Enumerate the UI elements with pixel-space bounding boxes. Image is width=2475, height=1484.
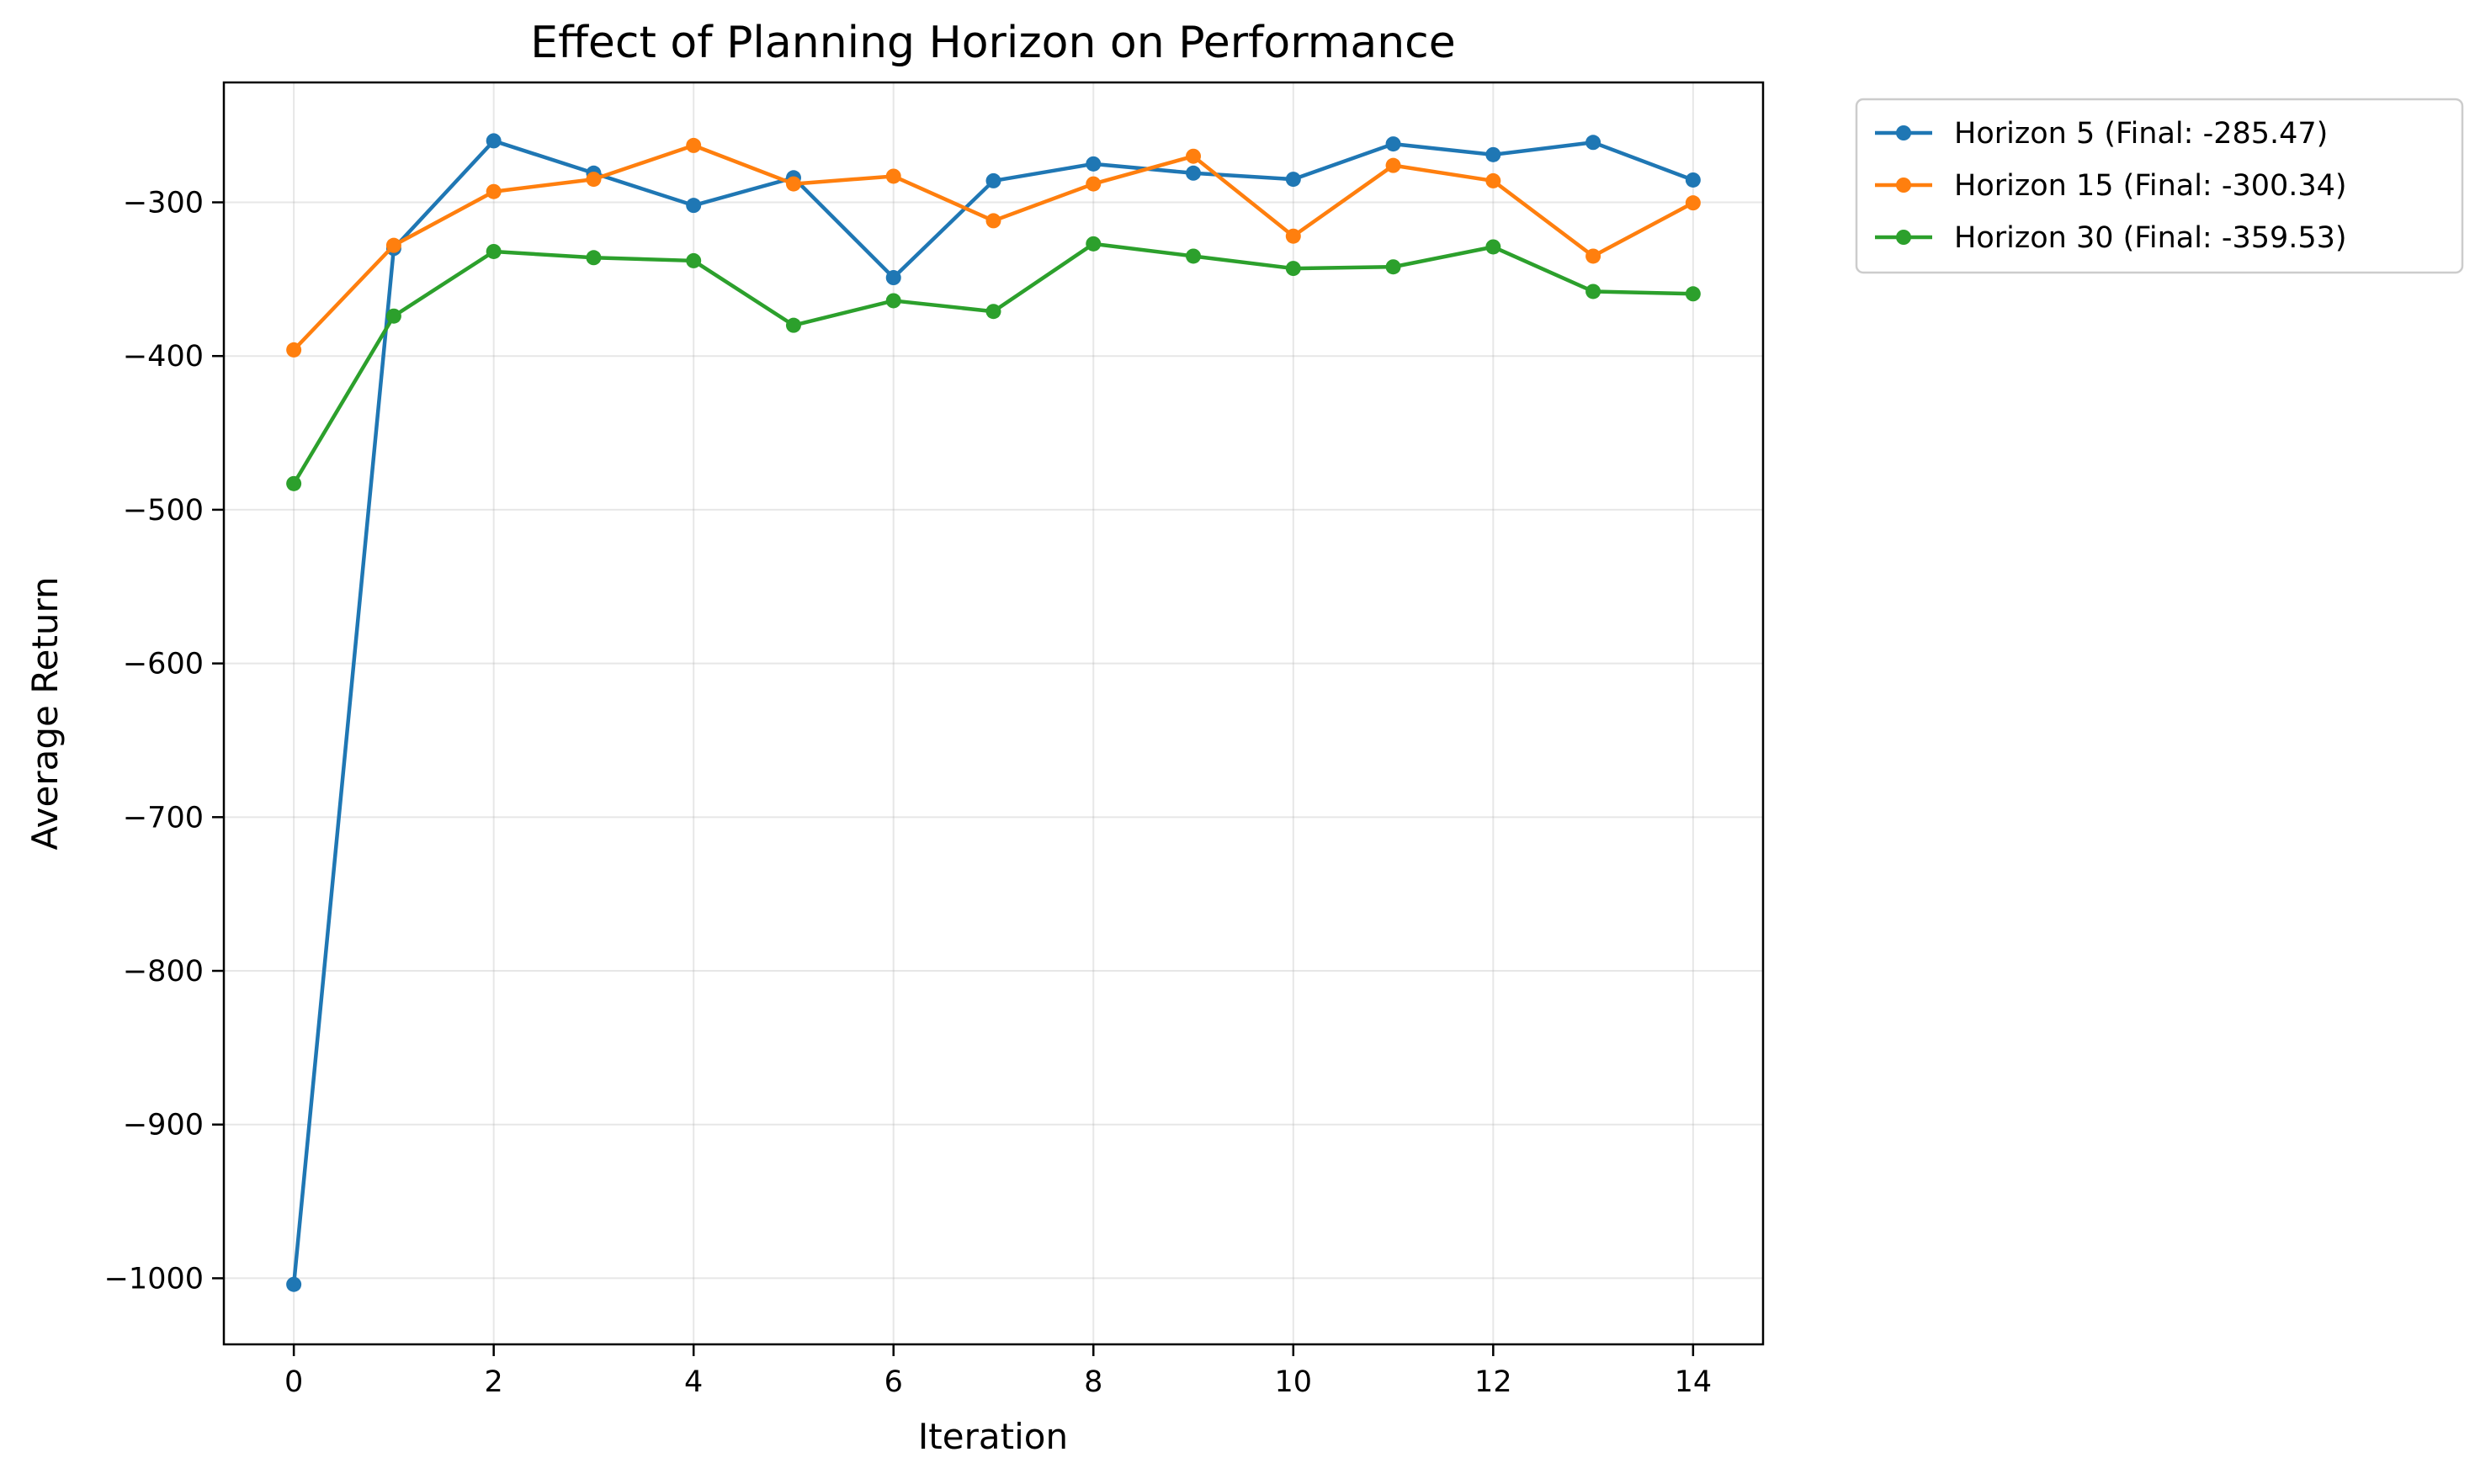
data-point	[286, 1276, 302, 1292]
data-point	[885, 168, 901, 184]
data-point	[586, 172, 602, 188]
data-point	[1585, 248, 1601, 264]
data-point	[1086, 176, 1102, 192]
data-point	[1485, 172, 1501, 188]
data-point	[1186, 248, 1202, 264]
y-tick-label: −800	[123, 955, 204, 988]
data-point	[1485, 239, 1501, 255]
y-tick-label: −700	[123, 801, 204, 835]
data-point	[586, 250, 602, 266]
data-point	[486, 243, 502, 259]
data-point	[1086, 236, 1102, 252]
x-tick-label: 2	[485, 1365, 503, 1399]
legend-label: Horizon 5 (Final: -285.47)	[1954, 117, 2328, 151]
data-point	[985, 304, 1001, 320]
x-tick-label: 14	[1675, 1365, 1713, 1399]
data-point	[1086, 156, 1102, 172]
legend: Horizon 5 (Final: -285.47) Horizon 15 (Fi…	[1855, 98, 2464, 274]
data-point	[1285, 261, 1301, 277]
chart-title: Effect of Planning Horizon on Performanc…	[530, 18, 1456, 68]
y-tick-label: −600	[123, 648, 204, 681]
data-point	[985, 213, 1001, 229]
series-1	[286, 133, 1701, 1292]
data-point	[385, 308, 401, 324]
data-point	[985, 172, 1001, 188]
series-2	[286, 137, 1701, 358]
data-point	[385, 237, 401, 253]
data-point	[885, 270, 901, 286]
x-tick-label: 12	[1474, 1365, 1512, 1399]
legend-entry: Horizon 15 (Final: -300.34)	[1875, 169, 2347, 203]
data-point	[1685, 195, 1701, 211]
legend-entry: Horizon 30 (Final: -359.53)	[1875, 221, 2347, 255]
series-layer	[286, 133, 1701, 1292]
y-tick-label: −1000	[104, 1262, 204, 1296]
legend-entry: Horizon 5 (Final: -285.47)	[1875, 117, 2328, 151]
y-axis-label: Average Return	[24, 576, 66, 850]
data-point	[486, 183, 502, 199]
y-axis-ticks: −1000 −900 −800 −700 −600 −500 −400 −300	[104, 187, 224, 1296]
x-axis-ticks: 0 2 4 6 8 10 12 14	[284, 1344, 1712, 1399]
x-axis-label: Iteration	[918, 1416, 1068, 1457]
data-point	[1186, 148, 1202, 164]
data-point	[1385, 136, 1401, 152]
x-tick-label: 8	[1084, 1365, 1102, 1399]
data-point	[1285, 228, 1301, 244]
y-tick-label: −300	[123, 187, 204, 220]
y-tick-label: −400	[123, 340, 204, 374]
data-point	[1385, 157, 1401, 173]
legend-box	[1855, 98, 2464, 274]
legend-swatch-marker	[1896, 178, 1911, 193]
y-tick-label: −900	[123, 1109, 204, 1142]
data-point	[785, 317, 801, 333]
x-tick-label: 4	[684, 1365, 703, 1399]
data-point	[1485, 146, 1501, 162]
data-point	[1685, 286, 1701, 302]
legend-swatch-marker	[1896, 125, 1911, 140]
data-point	[286, 342, 302, 358]
data-point	[1585, 135, 1601, 151]
data-point	[785, 176, 801, 192]
y-tick-label: −500	[123, 494, 204, 527]
plot-frame	[222, 81, 1765, 1346]
x-tick-label: 6	[884, 1365, 903, 1399]
data-point	[1285, 172, 1301, 188]
data-point	[686, 198, 702, 214]
data-point	[1585, 284, 1601, 299]
data-point	[686, 252, 702, 268]
data-point	[1685, 172, 1701, 188]
x-tick-label: 0	[284, 1365, 303, 1399]
data-point	[885, 293, 901, 309]
x-tick-label: 10	[1275, 1365, 1313, 1399]
series-3	[286, 236, 1701, 491]
data-point	[1186, 165, 1202, 181]
data-point	[486, 133, 502, 149]
legend-label: Horizon 30 (Final: -359.53)	[1954, 221, 2347, 255]
legend-label: Horizon 15 (Final: -300.34)	[1954, 169, 2347, 203]
legend-swatch-marker	[1896, 230, 1911, 245]
data-point	[1385, 259, 1401, 275]
data-point	[286, 475, 302, 491]
data-point	[686, 137, 702, 153]
